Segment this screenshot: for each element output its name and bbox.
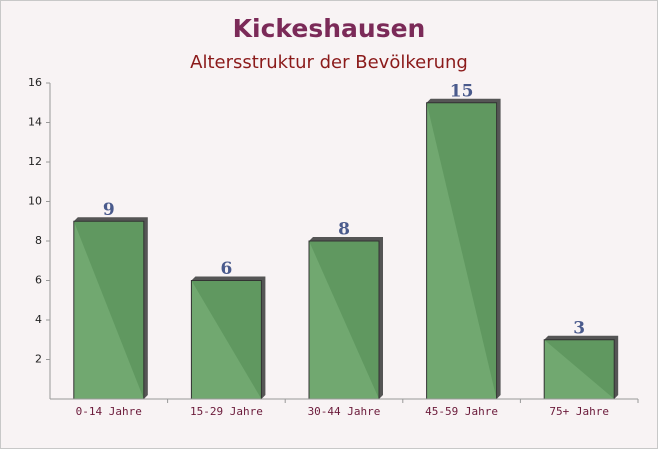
value-label: 9 [103,200,115,220]
y-tick-label: 16 [28,76,42,89]
bar [426,102,498,400]
value-label: 15 [450,81,474,101]
bar [543,339,615,400]
bar [190,280,262,400]
x-tick-label: 0-14 Jahre [76,405,142,418]
y-tick-label: 8 [35,234,42,247]
y-tick-label: 14 [28,116,42,129]
value-label: 3 [573,318,585,338]
y-tick-label: 12 [28,155,42,168]
y-tick-label: 2 [35,353,42,366]
bar [308,240,380,400]
y-tick-label: 6 [35,274,42,287]
chart-title: Kickeshausen [233,14,426,43]
x-tick-label: 45-59 Jahre [425,405,498,418]
value-label: 8 [338,220,350,240]
x-tick-label: 75+ Jahre [549,405,609,418]
x-tick-label: 30-44 Jahre [308,405,381,418]
y-tick-label: 4 [35,313,42,326]
value-label: 6 [220,259,232,279]
y-tick-label: 10 [28,195,42,208]
x-tick-label: 15-29 Jahre [190,405,263,418]
bar [73,220,145,400]
chart-subtitle: Altersstruktur der Bevölkerung [190,52,468,73]
